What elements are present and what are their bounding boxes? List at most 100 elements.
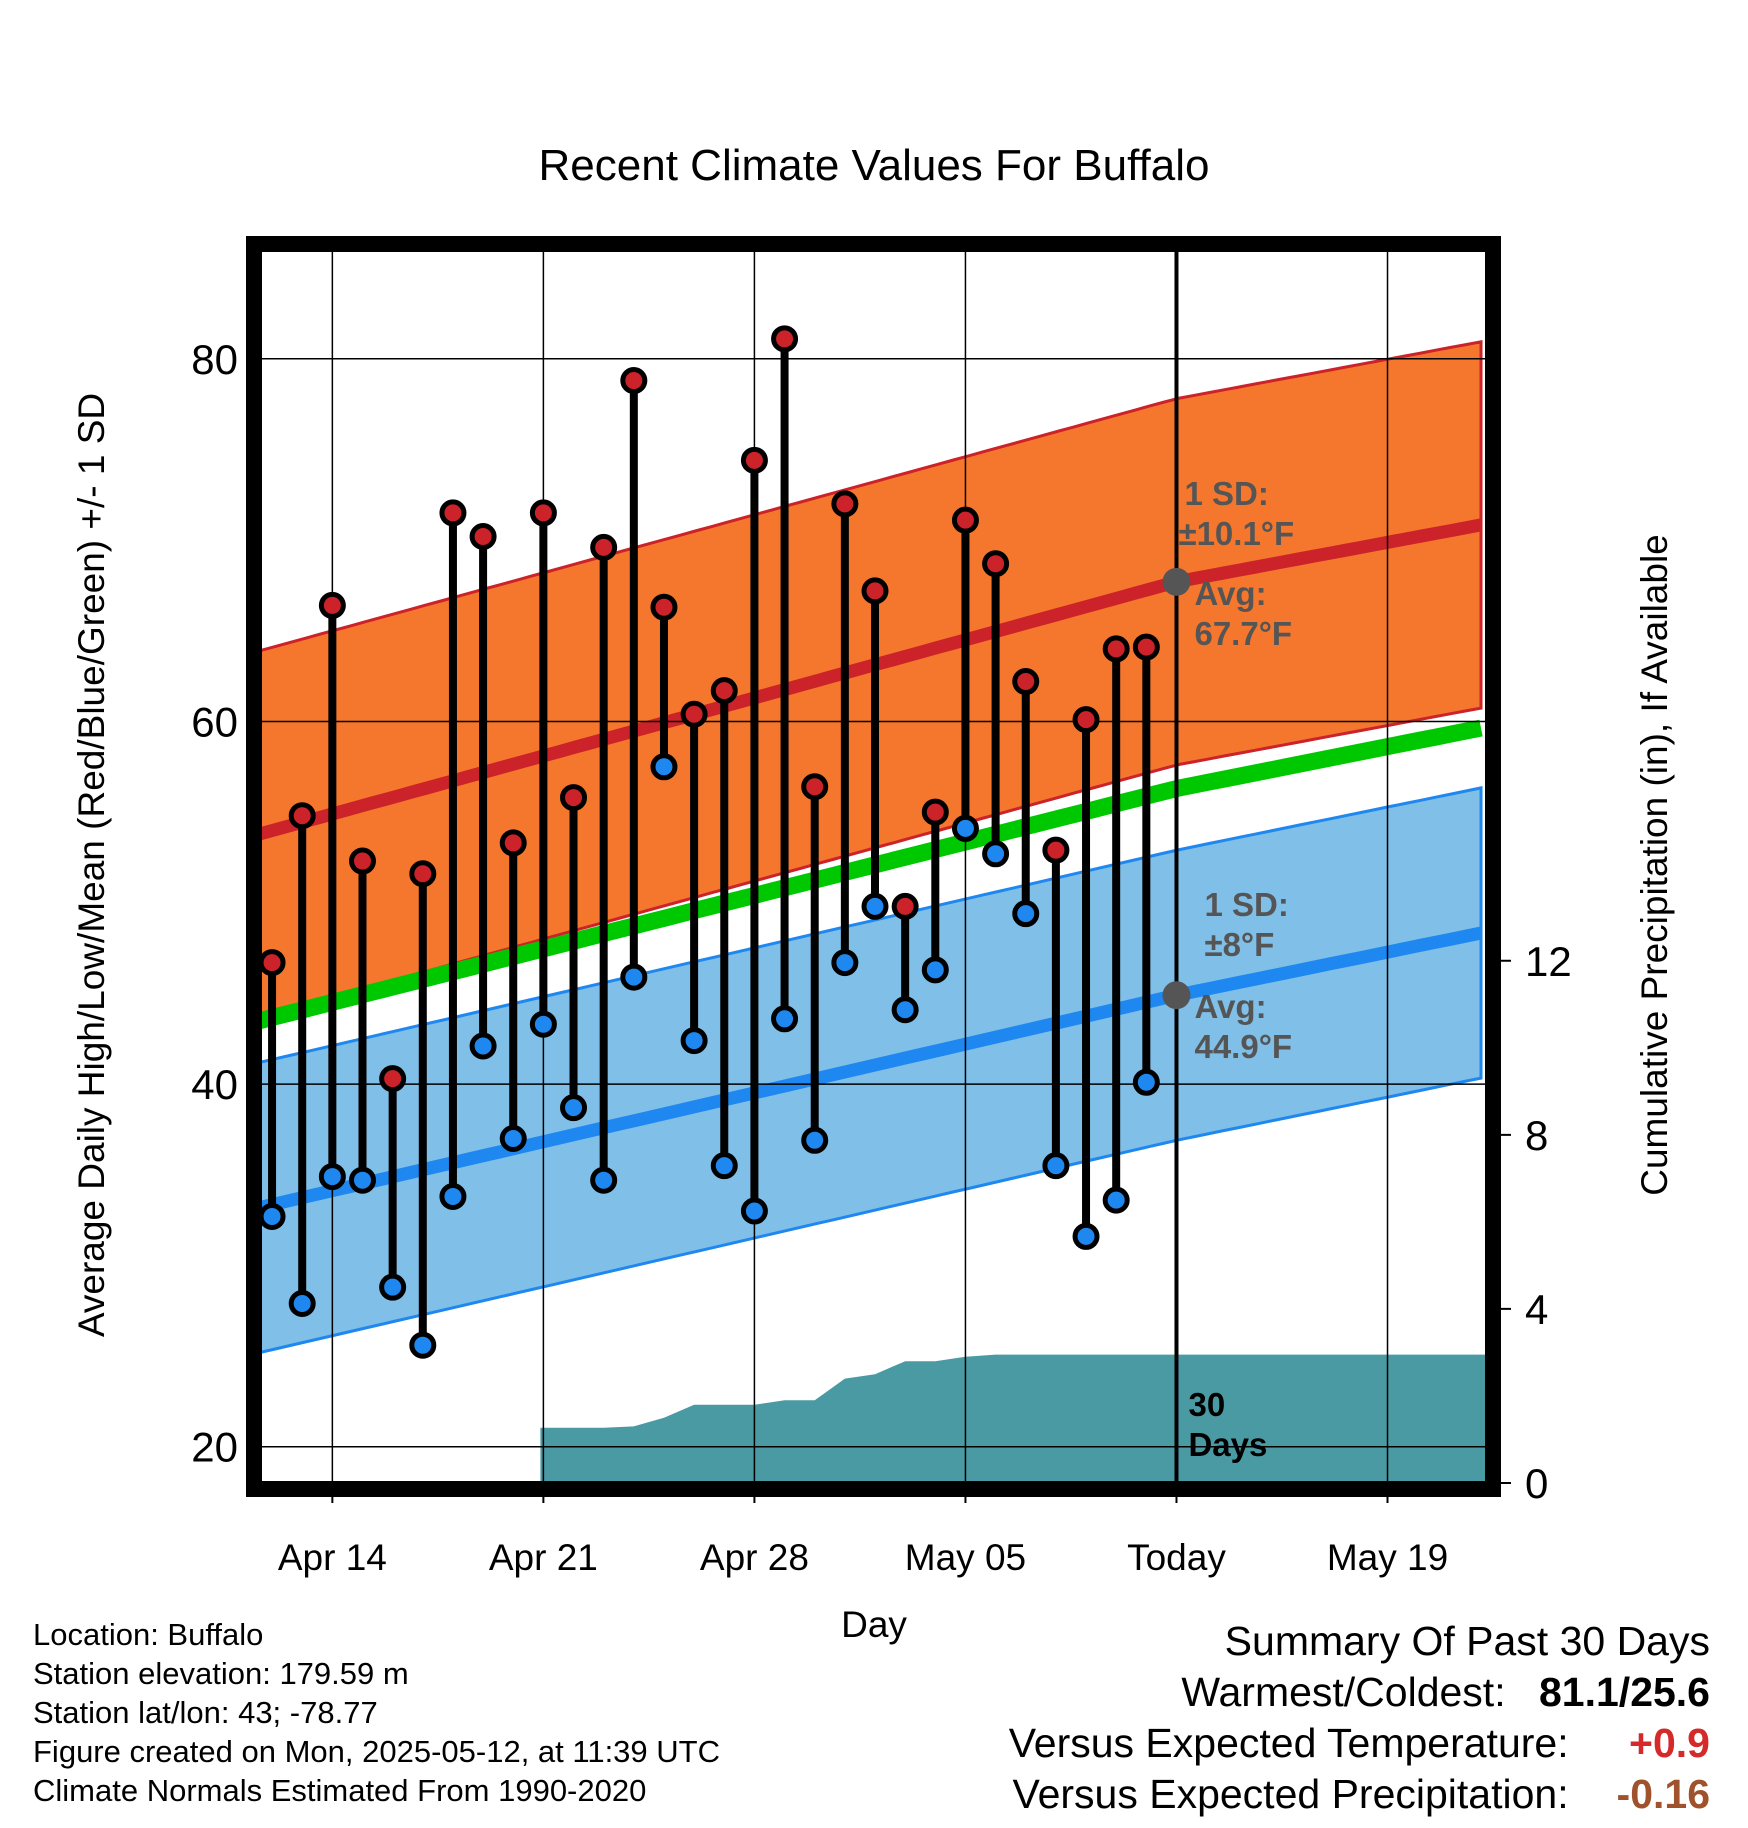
plot-frame [246, 236, 1501, 1497]
y-tick-label-left: 80 [191, 336, 238, 383]
daily-low-point [439, 1183, 467, 1211]
daily-high-point [771, 325, 799, 353]
low-avg-label: Avg: [1194, 988, 1266, 1025]
daily-low-point [499, 1124, 527, 1152]
temp-anomaly-label: Versus Expected Temperature: [1008, 1720, 1569, 1766]
y-tick-label-left: 60 [191, 698, 238, 745]
daily-low-point [409, 1331, 437, 1359]
daily-high-point [1012, 668, 1040, 696]
low-sd-value: ±8°F [1204, 926, 1274, 963]
daily-low-point [982, 840, 1010, 868]
mean-normal-line [260, 719, 1483, 1029]
station-info: Location: Buffalo Station elevation: 179… [33, 1615, 720, 1810]
plot-content [260, 250, 1487, 1483]
daily-high-point [620, 367, 648, 395]
precip-anomaly-label: Versus Expected Precipitation: [1012, 1771, 1569, 1817]
daily-low-point [1102, 1186, 1130, 1214]
high-sd-label: 1 SD: [1184, 475, 1268, 512]
x-axis-label: Day [841, 1604, 907, 1645]
info-latlon: Station lat/lon: 43; -78.77 [33, 1695, 378, 1730]
y-tick-label-left: 20 [191, 1424, 238, 1471]
high-avg-value: 67.7°F [1194, 615, 1292, 652]
daily-high-point [439, 499, 467, 527]
days-label: Days [1188, 1426, 1267, 1463]
daily-low-point [590, 1166, 618, 1194]
daily-low-point [921, 956, 949, 984]
daily-high-point [1102, 635, 1130, 663]
high-sd-value: ±10.1°F [1178, 515, 1294, 552]
y2-tick-label-right: 12 [1525, 938, 1572, 985]
precip-anomaly-value: -0.16 [1616, 1771, 1710, 1817]
low-avg-value: 44.9°F [1194, 1028, 1292, 1065]
daily-low-point [951, 814, 979, 842]
summary-warm-cold-row: Warmest/Coldest: 81.1/25.6 [1009, 1667, 1710, 1718]
daily-low-point [1012, 900, 1040, 928]
x-tick-label: Apr 28 [700, 1537, 809, 1578]
daily-high-point [288, 802, 316, 830]
daily-high-point [831, 490, 859, 518]
daily-high-point [951, 506, 979, 534]
daily-high-point [861, 577, 889, 605]
daily-low-point [260, 1202, 286, 1230]
daily-high-point [379, 1065, 407, 1093]
summary-panel: Summary Of Past 30 Days Warmest/Coldest:… [1009, 1616, 1710, 1820]
info-created: Figure created on Mon, 2025-05-12, at 11… [33, 1734, 720, 1769]
low-sd-label: 1 SD: [1204, 886, 1288, 923]
summary-temp-row: Versus Expected Temperature: +0.9 [1009, 1718, 1710, 1769]
daily-high-point [921, 798, 949, 826]
daily-low-point [831, 949, 859, 977]
daily-low-point [771, 1005, 799, 1033]
daily-high-point [318, 591, 346, 619]
y2-tick-label-right: 0 [1525, 1460, 1548, 1507]
y2-tick-label-right: 8 [1525, 1112, 1548, 1159]
daily-high-point [982, 550, 1010, 578]
y2-tick-label-right: 4 [1525, 1286, 1548, 1333]
daily-low-point [801, 1126, 829, 1154]
daily-high-point [1072, 706, 1100, 734]
temp-anomaly-value: +0.9 [1629, 1720, 1710, 1766]
daily-high-point [349, 847, 377, 875]
daily-high-point [469, 522, 497, 550]
daily-high-point [260, 949, 286, 977]
chart-title: Recent Climate Values For Buffalo [539, 141, 1210, 190]
info-location: Location: Buffalo [33, 1617, 264, 1652]
summary-heading: Summary Of Past 30 Days [1224, 1618, 1710, 1664]
x-tick-label: Apr 21 [489, 1537, 598, 1578]
high-avg-marker [1162, 567, 1191, 596]
daily-high-point [1042, 836, 1070, 864]
daily-high-point [891, 892, 919, 920]
daily-high-point [1132, 633, 1160, 661]
x-tick-label: Apr 14 [278, 1537, 387, 1578]
info-elevation: Station elevation: 179.59 m [33, 1656, 409, 1691]
y-axis-right-label: Cumulative Precipitation (in), If Availa… [1634, 534, 1675, 1196]
high-avg-label: Avg: [1194, 575, 1266, 612]
daily-low-point [1042, 1152, 1070, 1180]
y-axis-left-label: Average Daily High/Low/Mean (Red/Blue/Gr… [71, 393, 112, 1337]
daily-high-point [680, 700, 708, 728]
daily-low-point [560, 1094, 588, 1122]
x-tick-label: May 19 [1327, 1537, 1448, 1578]
days-count-label: 30 [1188, 1386, 1225, 1423]
daily-low-point [349, 1166, 377, 1194]
summary-precip-row: Versus Expected Precipitation: -0.16 [1009, 1769, 1711, 1820]
daily-low-point [1132, 1068, 1160, 1096]
y-tick-label-left: 40 [191, 1061, 238, 1108]
daily-high-point [529, 499, 557, 527]
low-normal-line [260, 926, 1483, 1214]
low-avg-marker [1162, 981, 1191, 1010]
x-tick-label: Today [1127, 1537, 1226, 1578]
daily-high-point [560, 784, 588, 812]
daily-low-point [1072, 1222, 1100, 1250]
precip-area [540, 1354, 1487, 1483]
daily-high-point [801, 773, 829, 801]
daily-high-point [409, 860, 437, 888]
warm-cold-label: Warmest/Coldest: [1181, 1669, 1506, 1715]
daily-low-point [620, 963, 648, 991]
daily-low-point [318, 1163, 346, 1191]
daily-high-point [740, 446, 768, 474]
daily-low-point [469, 1032, 497, 1060]
daily-low-point [650, 753, 678, 781]
x-tick-label: May 05 [905, 1537, 1026, 1578]
